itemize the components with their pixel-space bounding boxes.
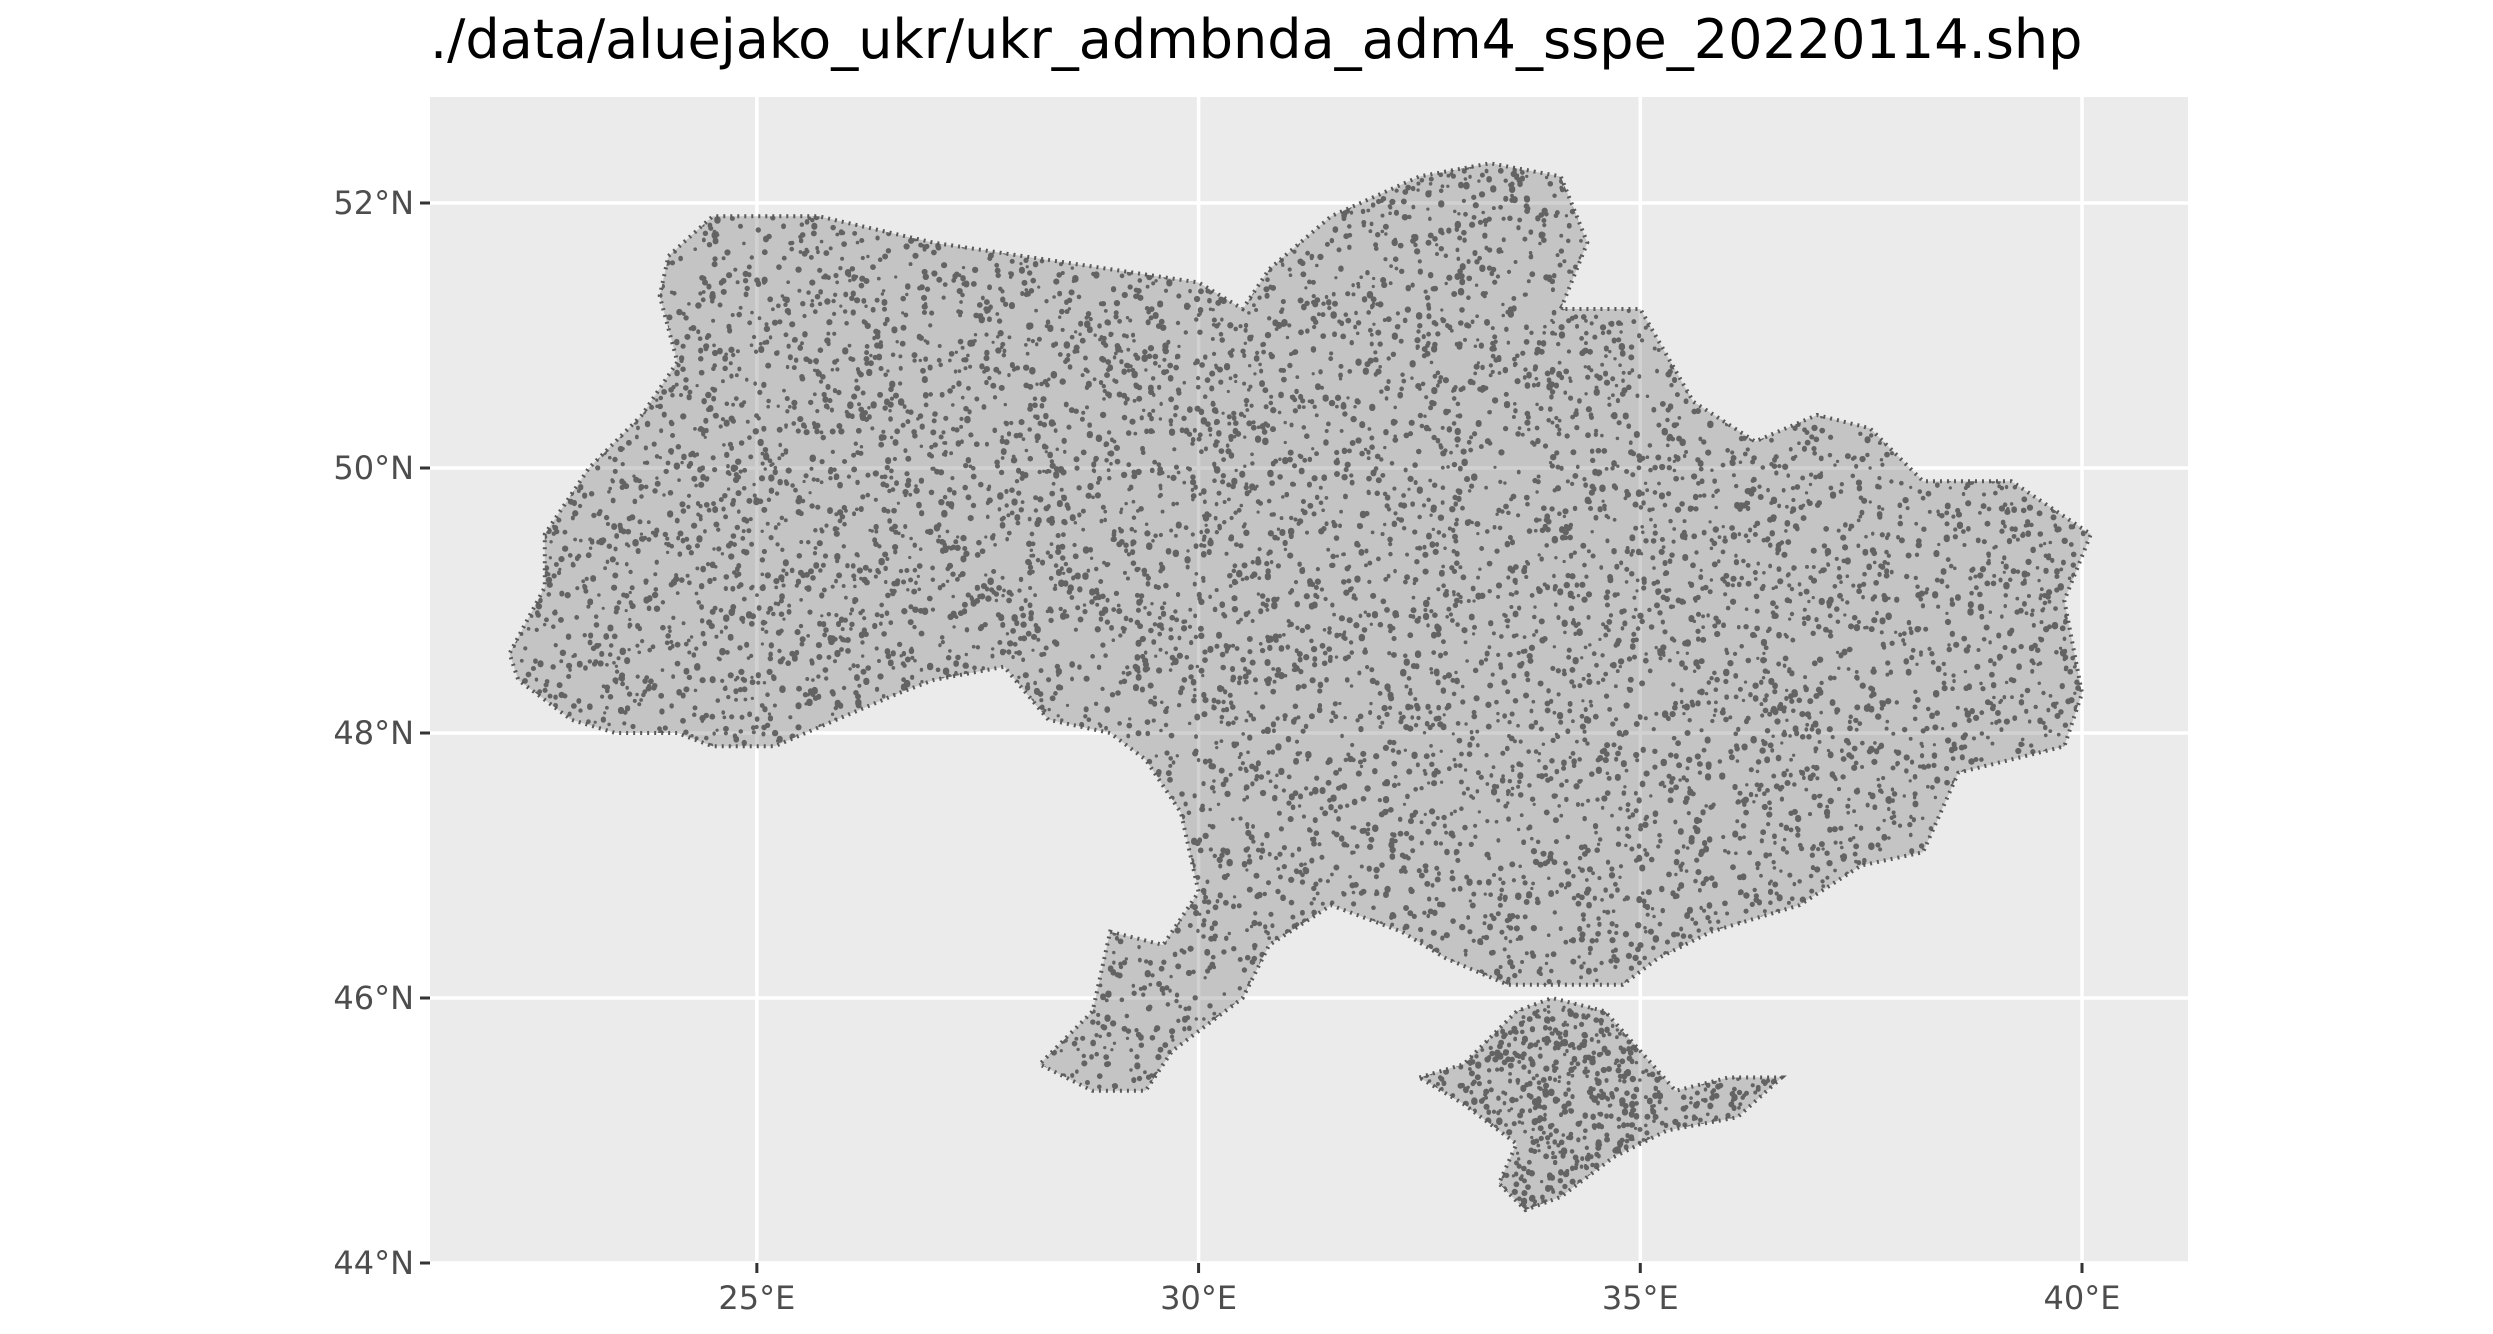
- x-tick-label: 30°E: [1160, 1279, 1237, 1317]
- y-tick-label: 52°N: [333, 184, 414, 222]
- y-tick-label: 44°N: [333, 1244, 414, 1282]
- x-tick-label: 25°E: [718, 1279, 795, 1317]
- y-tick-label: 50°N: [333, 449, 414, 487]
- x-tick-label: 40°E: [2044, 1279, 2121, 1317]
- x-tick-label: 35°E: [1602, 1279, 1679, 1317]
- y-tick-label: 48°N: [333, 714, 414, 752]
- y-tick-label: 46°N: [333, 979, 414, 1017]
